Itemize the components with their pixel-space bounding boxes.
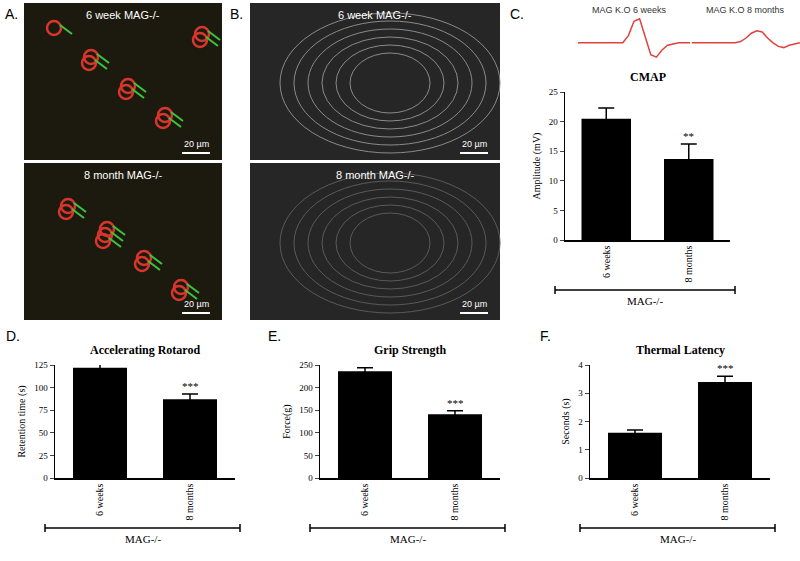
svg-text:0: 0 [43, 473, 48, 483]
svg-text:***: *** [182, 380, 199, 392]
svg-text:75: 75 [39, 405, 49, 415]
svg-text:E.: E. [268, 328, 281, 344]
svg-text:***: *** [717, 362, 734, 374]
svg-text:4: 4 [578, 360, 583, 370]
svg-text:20: 20 [549, 117, 559, 127]
svg-text:F.: F. [540, 328, 551, 344]
svg-text:Amplitude (mV): Amplitude (mV) [531, 133, 543, 200]
svg-text:15: 15 [549, 146, 559, 156]
svg-text:6 weeks: 6 weeks [601, 245, 612, 278]
svg-text:A.: A. [5, 6, 18, 22]
svg-text:MAG K.O 8 months: MAG K.O 8 months [706, 5, 785, 15]
svg-text:CMAP: CMAP [630, 70, 666, 84]
svg-text:6 week MAG-/-: 6 week MAG-/- [86, 9, 160, 21]
svg-text:25: 25 [549, 87, 559, 97]
svg-text:8 months: 8 months [184, 483, 195, 520]
svg-text:Seconds (s): Seconds (s) [560, 398, 572, 444]
svg-text:Force(g): Force(g) [281, 404, 293, 438]
svg-text:20 µm: 20 µm [462, 139, 487, 149]
svg-text:0: 0 [578, 473, 583, 483]
svg-text:0: 0 [553, 235, 558, 245]
svg-text:6 weeks: 6 weeks [94, 483, 105, 516]
svg-text:MAG K.O 6 weeks: MAG K.O 6 weeks [592, 5, 667, 15]
svg-text:20 µm: 20 µm [462, 299, 487, 309]
svg-text:MAG-/-: MAG-/- [390, 533, 426, 545]
svg-text:B.: B. [230, 6, 243, 22]
svg-text:20 µm: 20 µm [184, 299, 209, 309]
svg-text:8 month MAG-/-: 8 month MAG-/- [84, 169, 163, 181]
svg-text:8 month MAG-/-: 8 month MAG-/- [336, 169, 415, 181]
svg-text:6 week MAG-/-: 6 week MAG-/- [338, 9, 412, 21]
svg-text:D.: D. [6, 328, 20, 344]
svg-text:3: 3 [578, 388, 583, 398]
svg-text:150: 150 [299, 405, 313, 415]
svg-text:MAG-/-: MAG-/- [627, 295, 663, 307]
svg-text:5: 5 [553, 206, 558, 216]
svg-text:Accelerating Rotarod: Accelerating Rotarod [90, 343, 200, 357]
svg-text:6 weeks: 6 weeks [629, 483, 640, 516]
svg-text:6 weeks: 6 weeks [359, 483, 370, 516]
svg-text:MAG-/-: MAG-/- [660, 533, 696, 545]
svg-text:100: 100 [34, 383, 48, 393]
svg-text:50: 50 [39, 428, 49, 438]
svg-text:200: 200 [299, 383, 313, 393]
svg-text:0: 0 [308, 473, 313, 483]
svg-text:8 months: 8 months [719, 483, 730, 520]
svg-text:2: 2 [578, 417, 583, 427]
svg-text:**: ** [683, 130, 694, 142]
svg-text:50: 50 [304, 451, 314, 461]
svg-text:Grip Strength: Grip Strength [374, 343, 446, 357]
svg-text:250: 250 [299, 360, 313, 370]
svg-text:20 µm: 20 µm [184, 139, 209, 149]
svg-text:125: 125 [34, 360, 48, 370]
svg-text:Thermal Latency: Thermal Latency [636, 343, 725, 357]
svg-text:8 months: 8 months [449, 483, 460, 520]
svg-text:10: 10 [549, 176, 559, 186]
svg-text:100: 100 [299, 428, 313, 438]
svg-text:***: *** [447, 397, 464, 409]
svg-text:8 months: 8 months [683, 245, 694, 282]
svg-text:25: 25 [39, 451, 49, 461]
svg-text:Retention time (s): Retention time (s) [16, 385, 28, 457]
svg-text:MAG-/-: MAG-/- [125, 533, 161, 545]
svg-text:C.: C. [510, 6, 524, 22]
svg-text:1: 1 [578, 445, 583, 455]
